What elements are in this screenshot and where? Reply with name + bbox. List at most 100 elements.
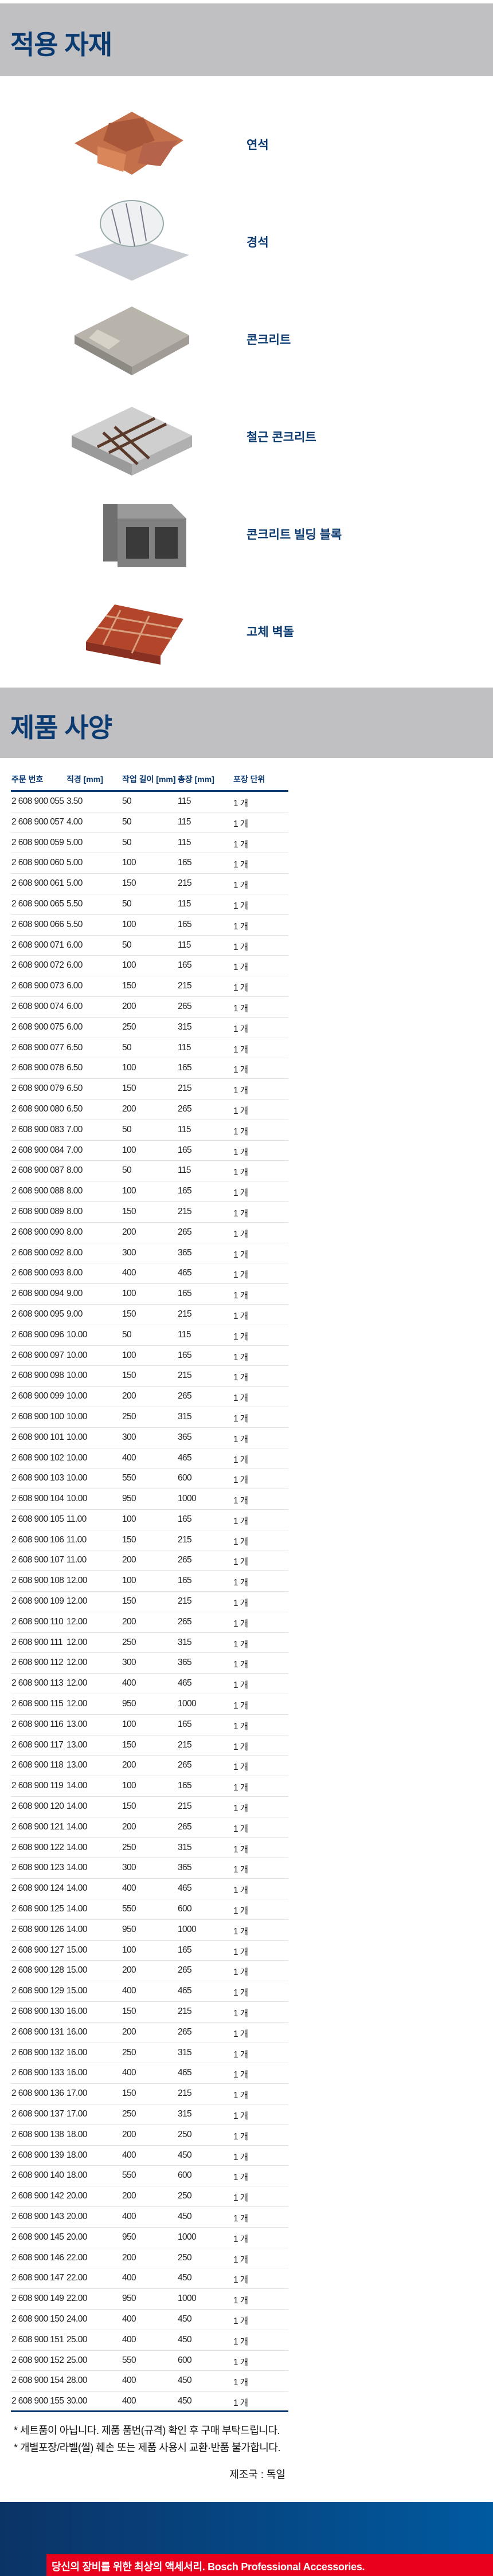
cell-total-length: 165 (178, 1289, 192, 1299)
table-row: 2 608 900 089 8.00 150 215 1 개 (11, 1202, 288, 1223)
cell-order-number: 2 608 900 060 (11, 858, 64, 868)
cell-total-length: 165 (178, 1063, 192, 1073)
cell-pack-unit: 1 개 (233, 2378, 248, 2388)
cell-total-length: 115 (178, 1042, 191, 1053)
reinforced-concrete-icon (72, 407, 192, 476)
cell-working-length: 200 (122, 1555, 136, 1565)
cell-order-number: 2 608 900 151 (11, 2334, 64, 2345)
cell-order-number: 2 608 900 074 (11, 1001, 64, 1011)
cell-total-length: 365 (178, 1247, 192, 1258)
table-row: 2 608 900 151 25.00 400 450 1 개 (11, 2330, 288, 2351)
cell-working-length: 200 (122, 2027, 136, 2037)
cell-diameter: 20.00 (66, 2211, 87, 2221)
cell-total-length: 465 (178, 2068, 192, 2078)
cell-pack-unit: 1 개 (233, 1434, 248, 1444)
note-no-return: * 개별포장/라벨(씰) 훼손 또는 제품 사용시 교환·반품 불가합니다. (14, 2442, 281, 2453)
cell-diameter: 10.00 (66, 1452, 87, 1463)
cell-working-length: 100 (122, 1719, 136, 1729)
cell-order-number: 2 608 900 107 (11, 1555, 64, 1565)
cell-working-length: 400 (122, 2314, 136, 2324)
cell-pack-unit: 1 개 (233, 1619, 248, 1629)
table-row: 2 608 900 139 18.00 400 450 1 개 (11, 2146, 288, 2166)
table-row: 2 608 900 074 6.00 200 265 1 개 (11, 997, 288, 1018)
table-row: 2 608 900 126 14.00 950 1000 1 개 (11, 1920, 288, 1941)
material-item: 경석 (0, 198, 493, 295)
cell-order-number: 2 608 900 123 (11, 1863, 64, 1873)
cell-order-number: 2 608 900 121 (11, 1821, 64, 1832)
table-row: 2 608 900 152 25.00 550 600 1 개 (11, 2351, 288, 2371)
table-row: 2 608 900 066 5.50 100 165 1 개 (11, 915, 288, 936)
cell-working-length: 50 (122, 1329, 132, 1340)
table-row: 2 608 900 150 24.00 400 450 1 개 (11, 2310, 288, 2330)
cell-order-number: 2 608 900 099 (11, 1391, 64, 1401)
cell-order-number: 2 608 900 146 (11, 2252, 64, 2263)
cell-order-number: 2 608 900 080 (11, 1104, 64, 1114)
cell-diameter: 6.50 (66, 1063, 83, 1073)
cell-diameter: 13.00 (66, 1719, 87, 1729)
cell-pack-unit: 1 개 (233, 2296, 248, 2306)
col-diameter: 직경 [mm] (66, 775, 103, 784)
table-row: 2 608 900 103 10.00 550 600 1 개 (11, 1468, 288, 1490)
table-row: 2 608 900 121 14.00 200 265 1 개 (11, 1817, 288, 1838)
cell-total-length: 115 (178, 796, 191, 806)
table-row: 2 608 900 142 20.00 200 250 1 개 (11, 2186, 288, 2207)
cell-pack-unit: 1 개 (233, 1168, 248, 1178)
cell-pack-unit: 1 개 (233, 2070, 248, 2080)
table-header: 주문 번호 직경 [mm] 작업 길이 [mm] 총장 [mm] 포장 단위 (11, 768, 288, 792)
cell-working-length: 200 (122, 1104, 136, 1114)
cell-pack-unit: 1 개 (233, 983, 248, 994)
cell-diameter: 11.00 (66, 1555, 87, 1565)
cell-order-number: 2 608 900 105 (11, 1514, 64, 1524)
cell-working-length: 100 (122, 1945, 136, 1955)
cell-working-length: 300 (122, 1247, 136, 1258)
table-row: 2 608 900 072 6.00 100 165 1 개 (11, 956, 288, 977)
cell-order-number: 2 608 900 132 (11, 2047, 64, 2057)
cell-total-length: 250 (178, 2252, 192, 2263)
cell-working-length: 250 (122, 1022, 136, 1032)
cell-diameter: 10.00 (66, 1391, 87, 1401)
table-row: 2 608 900 084 7.00 100 165 1 개 (11, 1141, 288, 1161)
table-row: 2 608 900 147 22.00 400 450 1 개 (11, 2268, 288, 2290)
cell-pack-unit: 1 개 (233, 1804, 248, 1814)
cell-diameter: 8.00 (66, 1247, 83, 1258)
paving-stone-icon (75, 112, 183, 175)
table-row: 2 608 900 137 17.00 250 315 1 개 (11, 2104, 288, 2125)
cell-pack-unit: 1 개 (233, 1865, 248, 1875)
cell-pack-unit: 1 개 (233, 1947, 248, 1957)
cell-total-length: 165 (178, 1945, 192, 1955)
cell-pack-unit: 1 개 (233, 1701, 248, 1711)
cell-working-length: 200 (122, 1227, 136, 1237)
table-row: 2 608 900 100 10.00 250 315 1 개 (11, 1407, 288, 1428)
cell-order-number: 2 608 900 096 (11, 1329, 64, 1340)
cell-total-length: 250 (178, 2191, 192, 2201)
cell-total-length: 450 (178, 2273, 192, 2283)
table-row: 2 608 900 155 30.00 400 450 1 개 (11, 2392, 288, 2412)
cell-order-number: 2 608 900 073 (11, 981, 64, 991)
cell-pack-unit: 1 개 (233, 901, 248, 911)
cell-order-number: 2 608 900 059 (11, 837, 64, 847)
cell-order-number: 2 608 900 124 (11, 1883, 64, 1894)
cell-pack-unit: 1 개 (233, 1886, 248, 1896)
cell-pack-unit: 1 개 (233, 921, 248, 932)
cell-pack-unit: 1 개 (233, 1373, 248, 1383)
cell-diameter: 12.00 (66, 1596, 87, 1607)
table-row: 2 608 900 130 16.00 150 215 1 개 (11, 2002, 288, 2023)
table-row: 2 608 900 116 13.00 100 165 1 개 (11, 1715, 288, 1735)
cell-diameter: 16.00 (66, 2006, 87, 2017)
cell-total-length: 215 (178, 1534, 192, 1545)
material-label: 경석 (246, 236, 269, 249)
cell-order-number: 2 608 900 103 (11, 1473, 64, 1483)
table-row: 2 608 900 095 9.00 150 215 1 개 (11, 1305, 288, 1325)
cell-total-length: 165 (178, 1719, 192, 1729)
cell-total-length: 165 (178, 919, 192, 929)
solid-brick-icon (86, 604, 183, 665)
cell-working-length: 950 (122, 1494, 136, 1504)
cell-total-length: 315 (178, 2109, 192, 2119)
cell-pack-unit: 1 개 (233, 1147, 248, 1157)
col-total-length: 총장 [mm] (178, 775, 214, 784)
cell-diameter: 11.00 (66, 1534, 87, 1545)
cell-total-length: 165 (178, 1576, 192, 1586)
cell-order-number: 2 608 900 097 (11, 1350, 64, 1360)
cell-diameter: 6.50 (66, 1042, 83, 1053)
material-item: 고체 벽돌 (0, 587, 493, 685)
